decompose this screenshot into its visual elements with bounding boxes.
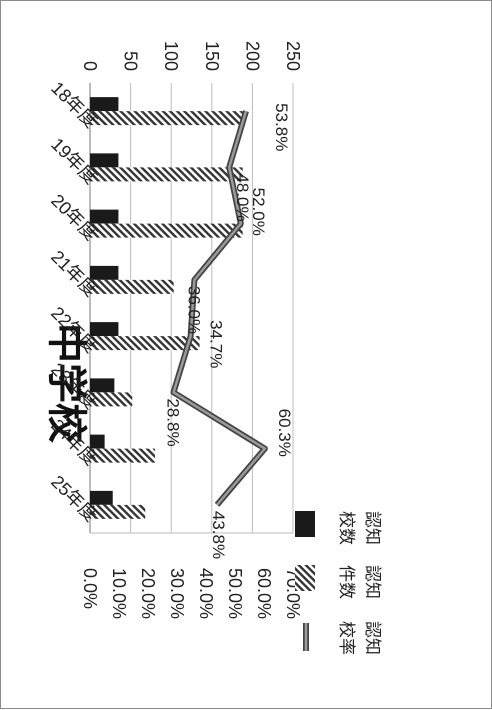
rotated-chart-group: 中学校 53.8% 48.0%52.0% 36.0%34.7% 28.8% 60.3% 4… xyxy=(43,41,382,655)
left-axis-tick-label: 50 xyxy=(121,51,141,71)
legend-label-line2: 件数 xyxy=(336,565,356,599)
left-axis-tick-label: 0 xyxy=(80,61,100,71)
rate-data-label: 28.8% xyxy=(164,398,183,446)
solid-bar xyxy=(90,209,119,224)
rate-data-label: 60.3% xyxy=(275,409,294,457)
right-axis-tick-label: 40.0% xyxy=(196,568,216,619)
right-axis-tick-label: 50.0% xyxy=(225,568,245,619)
hatched-bar xyxy=(89,448,155,463)
legend-label-line2: 校率 xyxy=(336,621,356,655)
data-label-layer: 53.8% 48.0%52.0% 36.0%34.7% 28.8% 60.3% 43.8% xyxy=(164,103,294,559)
rate-data-label: 36.0% xyxy=(184,286,203,334)
rate-data-label: 43.8% xyxy=(209,511,228,559)
legend-label-line2: 校数 xyxy=(336,511,356,545)
hatched-bar xyxy=(90,392,133,407)
rate-data-label: 53.8% xyxy=(272,103,291,151)
line-series-layer xyxy=(170,110,268,507)
chart-title: 中学校 xyxy=(43,323,89,443)
right-axis-ticks: 0.0% 10.0% 20.0% 30.0% 40.0% 50.0% 60.0% 70.0% xyxy=(80,568,303,619)
legend-label-line1: 認知 xyxy=(362,621,382,655)
hatched-bar xyxy=(90,111,243,126)
right-axis-tick-label: 20.0% xyxy=(138,568,158,619)
legend-swatch-hatched xyxy=(295,565,315,591)
hatched-bar xyxy=(90,504,146,519)
right-axis-tick-label: 10.0% xyxy=(109,568,129,619)
left-axis-tick-label: 200 xyxy=(242,41,262,71)
legend-swatch-solid xyxy=(295,511,315,537)
left-axis-tick-label: 250 xyxy=(283,41,303,71)
solid-bar xyxy=(90,322,119,337)
solid-bar xyxy=(89,490,113,505)
right-axis-tick-label: 30.0% xyxy=(167,568,187,619)
rate-line xyxy=(172,110,267,506)
hatched-bar xyxy=(90,167,243,182)
legend-label-line1: 認知 xyxy=(362,511,382,545)
rate-data-label: 48.0% xyxy=(233,173,252,221)
solid-bar xyxy=(89,434,105,449)
left-axis-ticks: 0 50 100 150 200 250 xyxy=(80,41,303,71)
solid-bar xyxy=(89,378,115,393)
legend-label-line1: 認知 xyxy=(362,565,382,599)
hatched-bar xyxy=(89,336,200,351)
solid-bar xyxy=(90,97,119,112)
solid-bar xyxy=(90,153,119,168)
right-axis-tick-label: 0.0% xyxy=(80,568,100,609)
hatched-bar xyxy=(90,223,243,238)
solid-bar xyxy=(90,265,119,280)
left-axis-tick-label: 150 xyxy=(202,41,222,71)
right-axis-tick-label: 60.0% xyxy=(254,568,274,619)
hatched-bar xyxy=(89,279,174,294)
rate-data-label: 52.0% xyxy=(249,188,268,236)
bar-series-layer xyxy=(89,97,243,519)
left-axis-tick-label: 100 xyxy=(161,41,181,71)
rate-data-label: 34.7% xyxy=(207,320,226,368)
